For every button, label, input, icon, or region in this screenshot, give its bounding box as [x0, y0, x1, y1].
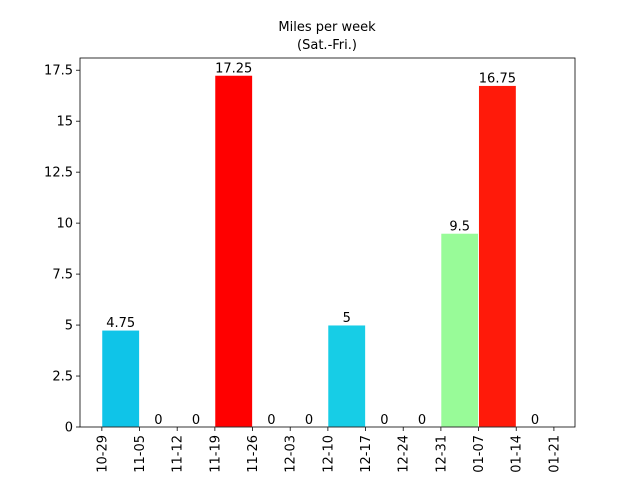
x-tick-label: 12-03 — [284, 435, 299, 473]
data-label: 0 — [531, 413, 539, 428]
x-tick-label: 10-29 — [95, 435, 110, 473]
y-tick-label: 5 — [65, 319, 73, 334]
data-label: 0 — [267, 413, 275, 428]
y-tick-label: 17.5 — [44, 64, 73, 79]
x-tick-label: 11-19 — [208, 435, 223, 473]
data-label: 16.75 — [479, 72, 516, 87]
x-tick-label: 12-10 — [321, 435, 336, 473]
chart-subtitle: (Sat.-Fri.) — [297, 38, 357, 53]
data-label: 4.75 — [106, 316, 135, 331]
x-tick-label: 01-21 — [547, 435, 562, 473]
bar — [327, 324, 366, 428]
y-tick-label: 12.5 — [44, 166, 73, 181]
x-tick-label: 01-07 — [472, 435, 487, 473]
data-label: 0 — [192, 413, 200, 428]
data-label: 0 — [305, 413, 313, 428]
x-tick-label: 01-14 — [510, 435, 525, 473]
plot-frame — [79, 57, 576, 428]
bar — [440, 232, 479, 428]
data-label: 5 — [343, 311, 351, 326]
data-label: 0 — [380, 413, 388, 428]
y-tick-label: 7.5 — [52, 268, 73, 283]
x-tick-label: 12-24 — [397, 435, 412, 473]
data-label: 0 — [154, 413, 162, 428]
data-label: 0 — [418, 413, 426, 428]
y-tick-label: 10 — [56, 217, 73, 232]
x-tick-label: 11-12 — [171, 435, 186, 473]
y-tick-label: 15 — [56, 115, 73, 130]
data-label: 17.25 — [215, 61, 252, 76]
chart-title: Miles per week — [278, 20, 376, 35]
y-tick-label: 2.5 — [52, 370, 73, 385]
x-tick-label: 12-31 — [434, 435, 449, 473]
bar — [214, 74, 253, 428]
x-tick-label: 11-26 — [246, 435, 261, 473]
bar — [101, 329, 140, 428]
x-tick-label: 11-05 — [133, 435, 148, 473]
bar — [478, 85, 517, 428]
y-tick-label: 0 — [65, 421, 73, 436]
data-label: 9.5 — [449, 219, 470, 234]
x-tick-label: 12-17 — [359, 435, 374, 473]
